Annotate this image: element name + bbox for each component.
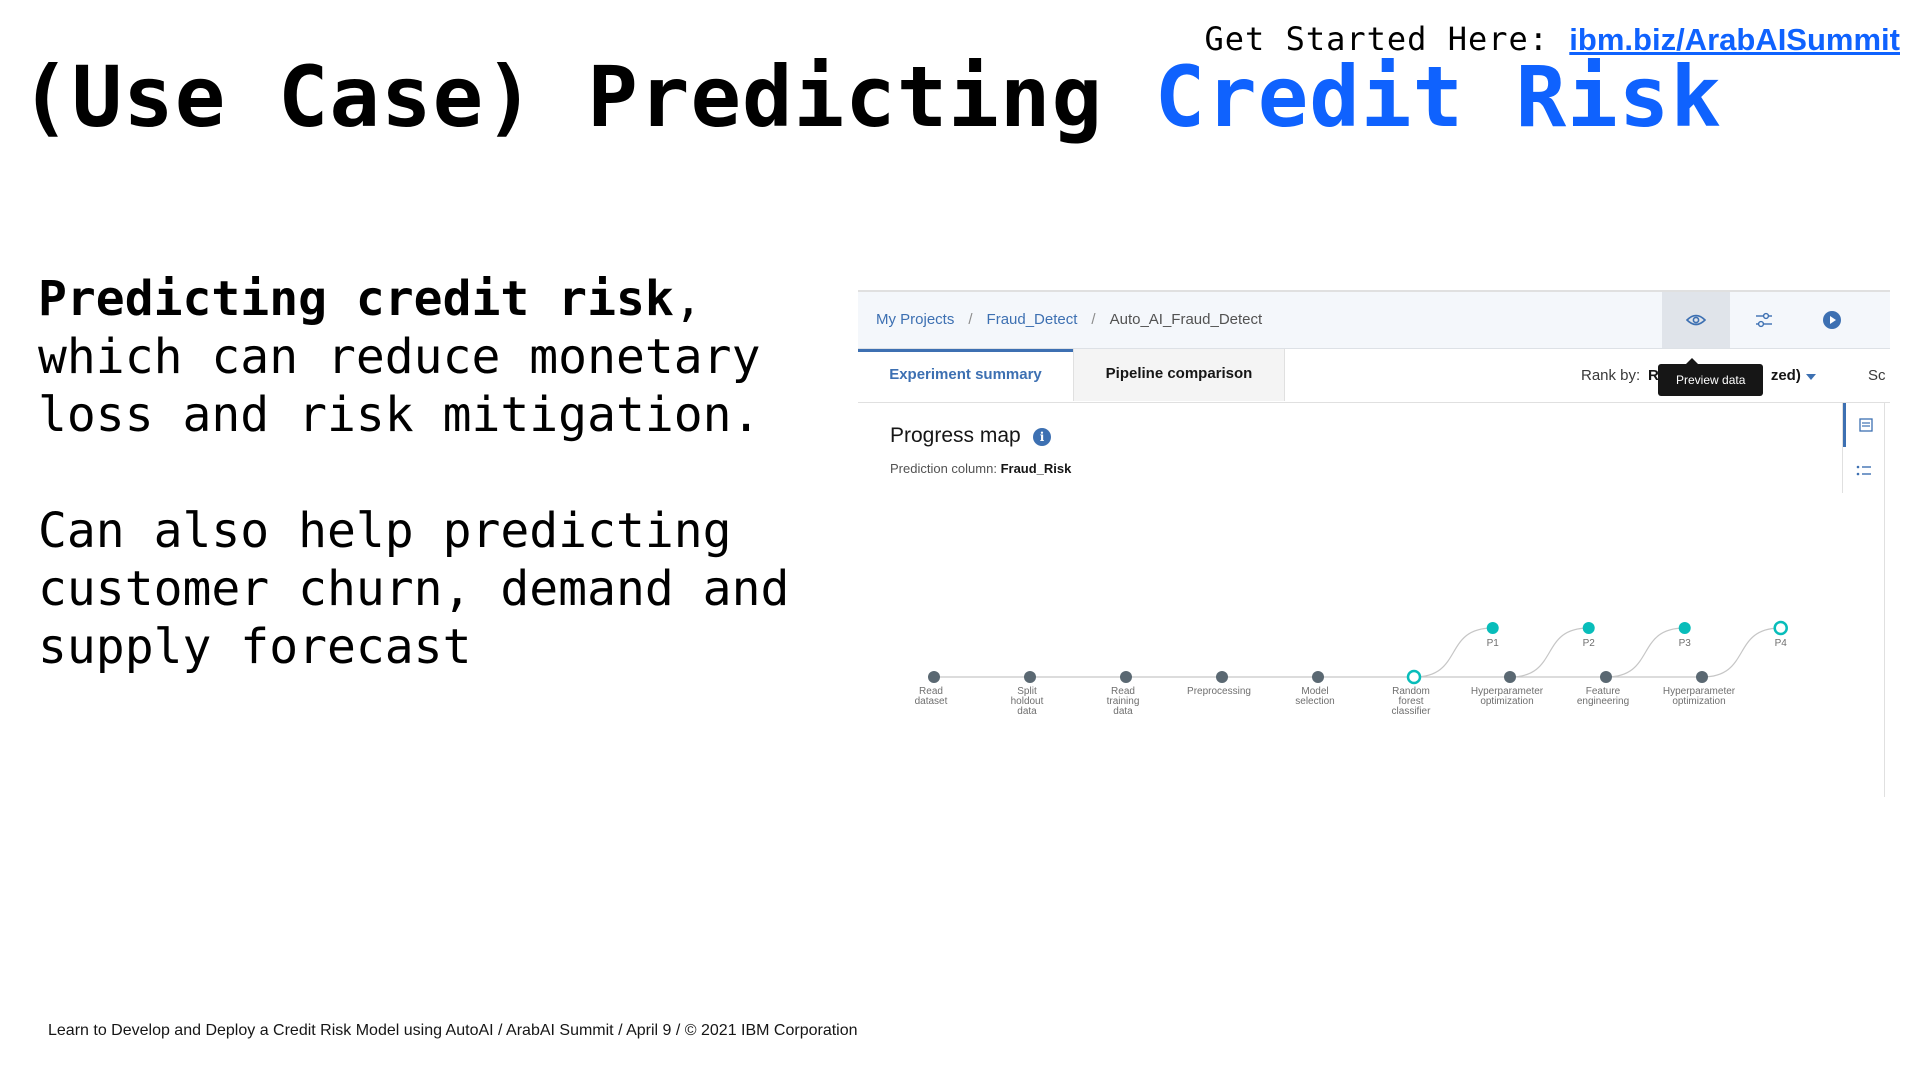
rank-by-value-start: R [1648, 367, 1659, 384]
progress-step-label: dataset [915, 696, 948, 707]
progress-step-label: data [1113, 706, 1133, 717]
panel-divider [1884, 403, 1885, 797]
prediction-column: Prediction column: Fraud_Risk [890, 461, 1071, 476]
get-started-line: Get Started Here: ibm.biz/ArabAISummit [1205, 20, 1900, 58]
slide-title: (Use Case) Predicting Credit Risk [20, 48, 1722, 146]
pipeline-label-p3: P3 [1679, 638, 1692, 649]
prediction-column-label: Prediction column: [890, 461, 1001, 476]
progress-step-node [1216, 671, 1228, 683]
pipeline-branch-line [1605, 627, 1685, 678]
progress-step-label: Hyperparameter [1663, 686, 1736, 697]
side-view-button[interactable] [1843, 403, 1885, 447]
progress-step-label: Model [1301, 686, 1328, 697]
pipeline-node-p3 [1678, 622, 1691, 634]
body-paragraph-1: Predicting credit risk, which can reduce… [38, 270, 798, 444]
progress-step-node [1504, 671, 1516, 683]
progress-step-label: Read [1111, 686, 1135, 697]
progress-step-node [1406, 669, 1422, 685]
progress-step-node [1600, 671, 1612, 683]
progress-step-label: selection [1295, 696, 1334, 707]
body-paragraph-2: Can also help predicting customer churn,… [38, 503, 790, 675]
breadcrumb-current: Auto_AI_Fraud_Detect [1109, 311, 1263, 328]
pipeline-node-p4 [1773, 620, 1788, 636]
progress-step-label: Split [1017, 686, 1037, 697]
body-paragraph-1-rest: , which can reduce monetary loss and ris… [38, 271, 761, 443]
footer-text: Learn to Develop and Deploy a Credit Ris… [48, 1022, 858, 1039]
progress-step-label: optimization [1672, 696, 1725, 707]
rank-by-value-end: zed) [1770, 367, 1801, 384]
progress-step-node [928, 671, 940, 683]
get-started-link[interactable]: ibm.biz/ArabAISummit [1569, 22, 1900, 57]
body-paragraph-1-bold: Predicting credit risk [38, 271, 674, 327]
progress-step-node [1696, 671, 1708, 683]
pipeline-label-p4: P4 [1775, 638, 1788, 649]
eye-icon [1686, 314, 1706, 326]
progress-step-label: Random [1392, 686, 1430, 697]
chevron-down-icon[interactable] [1806, 374, 1816, 380]
progress-step-label: holdout [1011, 696, 1044, 707]
progress-map-title: Progress map [890, 424, 1021, 447]
progress-map-graph: P1 P2 P3 P4ReaddatasetSplitholdoutdataReadt… [915, 620, 1788, 717]
pipeline-label-p1: P1 [1487, 638, 1500, 649]
breadcrumb-separator: / [968, 311, 973, 328]
info-icon[interactable]: i [1033, 428, 1051, 446]
tab-pipeline-comparison[interactable]: Pipeline comparison [1073, 349, 1285, 401]
body-text: Predicting credit risk, which can reduce… [38, 270, 798, 676]
progress-step-label: Feature [1586, 686, 1621, 697]
document-icon [1858, 418, 1873, 432]
breadcrumb-fraud-detect[interactable]: Fraud_Detect [986, 311, 1078, 328]
progress-step-label: engineering [1577, 696, 1629, 707]
autoai-screenshot: My Projects / Fraud_Detect / Auto_AI_Fraud_D… [858, 290, 1890, 797]
breadcrumb: My Projects / Fraud_Detect / Auto_AI_Fraud_D… [876, 311, 1262, 328]
pipeline-label-p2: P2 [1583, 638, 1596, 649]
slide-title-accent: Credit Risk [1154, 48, 1722, 146]
progress-step-node [1312, 671, 1324, 683]
pipeline-branch-line [1509, 627, 1589, 678]
preview-data-button[interactable] [1662, 292, 1730, 348]
pipeline-node-p1 [1486, 622, 1499, 634]
progress-step-label: Hyperparameter [1471, 686, 1544, 697]
breadcrumb-my-projects[interactable]: My Projects [876, 311, 955, 328]
prediction-column-value: Fraud_Risk [1000, 461, 1072, 476]
progress-step-node [1120, 671, 1132, 683]
progress-step-label: data [1017, 706, 1037, 717]
slide-title-prefix: (Use Case) Predicting [20, 48, 1155, 146]
side-toolbar [1842, 403, 1885, 493]
play-icon [1823, 311, 1841, 329]
settings-button[interactable] [1730, 292, 1798, 348]
pipeline-node-p2 [1582, 622, 1595, 634]
progress-step-label: Preprocessing [1187, 686, 1251, 697]
progress-step-label: Read [919, 686, 943, 697]
breadcrumb-bar: My Projects / Fraud_Detect / Auto_AI_Fraud_D… [858, 292, 1890, 349]
run-button[interactable] [1798, 292, 1866, 348]
progress-step-label: forest [1398, 696, 1423, 707]
side-list-button[interactable] [1843, 449, 1885, 493]
score-label: Sc [1868, 367, 1886, 384]
progress-step-label: classifier [1392, 706, 1432, 717]
rank-by-label: Rank by: [1581, 367, 1641, 384]
list-icon [1856, 465, 1871, 476]
progress-step-label: optimization [1480, 696, 1533, 707]
get-started-label: Get Started Here: [1204, 20, 1550, 58]
sliders-icon [1756, 312, 1772, 328]
tab-experiment-summary[interactable]: Experiment summary [858, 349, 1073, 401]
preview-data-tooltip: Preview data [1658, 358, 1764, 396]
pipeline-branch-line [1701, 627, 1781, 678]
progress-step-label: training [1107, 696, 1140, 707]
breadcrumb-separator: / [1091, 311, 1096, 328]
progress-step-node [1024, 671, 1036, 683]
pipeline-branch-line [1413, 627, 1493, 678]
